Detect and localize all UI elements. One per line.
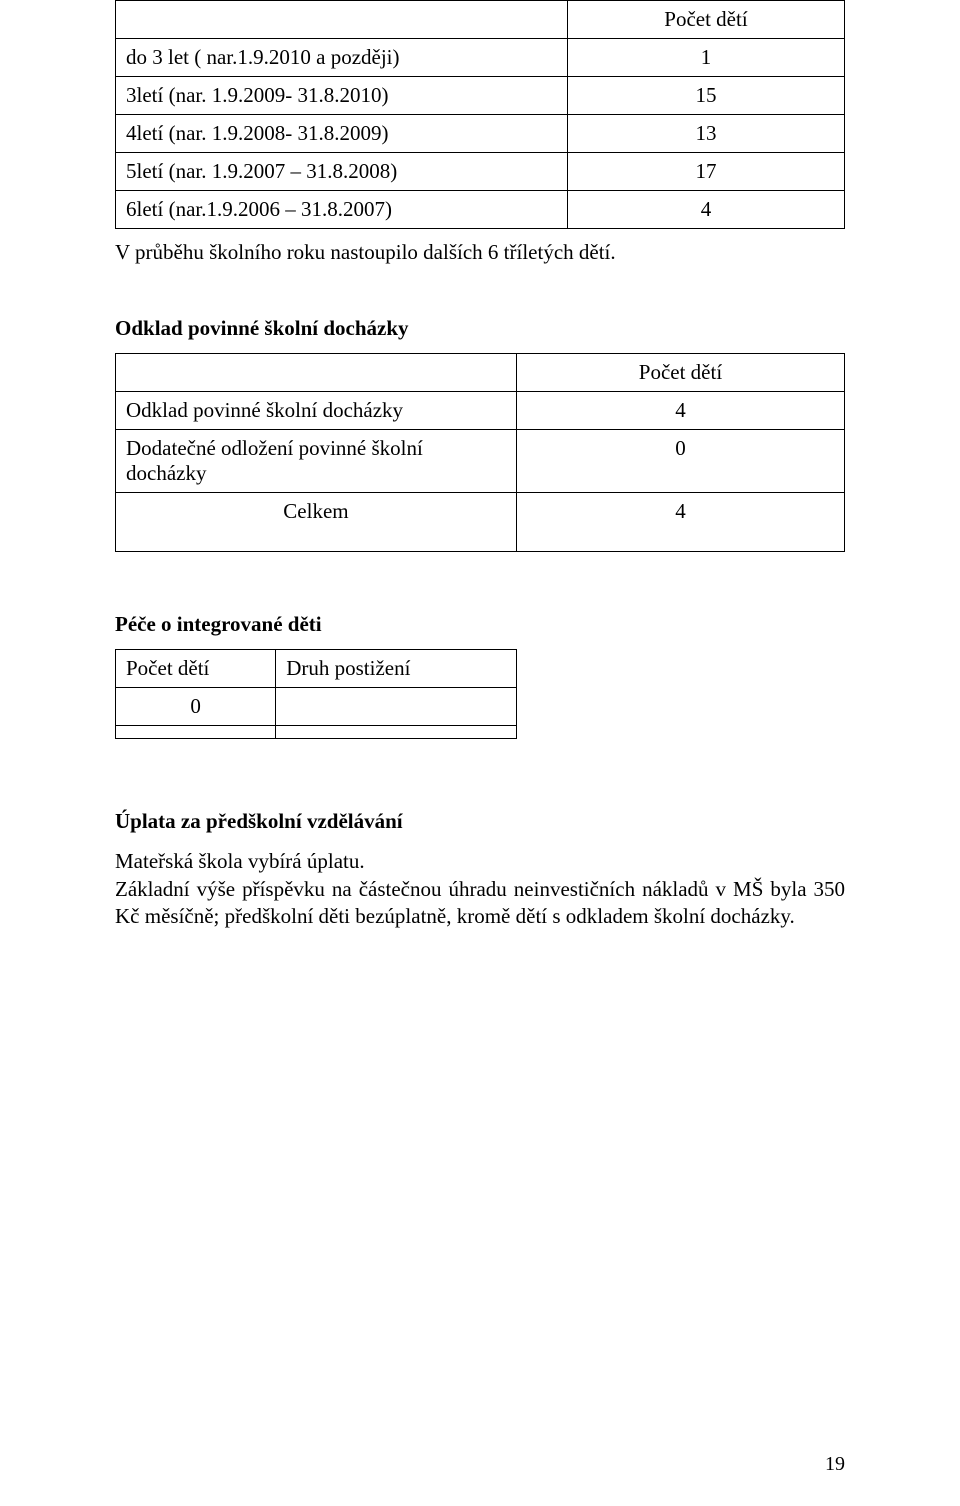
row-label: 4letí (nar. 1.9.2008- 31.8.2009)	[116, 115, 568, 153]
table-row: Odklad povinné školní docházky 4	[116, 392, 845, 430]
table-row: Dodatečné odložení povinné školní docház…	[116, 430, 845, 493]
fee-line-2: Základní výše příspěvku na částečnou úhr…	[115, 876, 845, 931]
row-label: 6letí (nar.1.9.2006 – 31.8.2007)	[116, 191, 568, 229]
table-total-row: Celkem 4	[116, 493, 845, 552]
row-value: 4	[516, 392, 844, 430]
row-label: 3letí (nar. 1.9.2009- 31.8.2010)	[116, 77, 568, 115]
row-value: 15	[567, 77, 844, 115]
row-value: 17	[567, 153, 844, 191]
row-label: 5letí (nar. 1.9.2007 – 31.8.2008)	[116, 153, 568, 191]
table-row: 5letí (nar. 1.9.2007 – 31.8.2008) 17	[116, 153, 845, 191]
row-label: do 3 let ( nar.1.9.2010 a později)	[116, 39, 568, 77]
row-count	[116, 726, 276, 739]
table-row: 4letí (nar. 1.9.2008- 31.8.2009) 13	[116, 115, 845, 153]
page-number: 19	[825, 1453, 845, 1476]
row-count: 0	[116, 688, 276, 726]
row-disability	[276, 688, 516, 726]
row-value: 1	[567, 39, 844, 77]
integrated-children-table: Počet dětí Druh postižení 0	[115, 649, 517, 739]
row-value: 13	[567, 115, 844, 153]
table-row: 6letí (nar.1.9.2006 – 31.8.2007) 4	[116, 191, 845, 229]
table-header-row: Počet dětí	[116, 1, 845, 39]
row-label: Odklad povinné školní docházky	[116, 392, 517, 430]
section-heading-fee: Úplata za předškolní vzdělávání	[115, 809, 845, 834]
table-row: 0	[116, 688, 517, 726]
table-row: 3letí (nar. 1.9.2009- 31.8.2010) 15	[116, 77, 845, 115]
table-row	[116, 726, 517, 739]
section-heading-odklad: Odklad povinné školní docházky	[115, 316, 845, 341]
fee-line-1: Mateřská škola vybírá úplatu.	[115, 848, 845, 875]
section-heading-integrated: Péče o integrované děti	[115, 612, 845, 637]
row-disability	[276, 726, 516, 739]
header-empty	[116, 1, 568, 39]
header-empty	[116, 354, 517, 392]
table-header-row: Počet dětí	[116, 354, 845, 392]
total-label: Celkem	[116, 493, 517, 552]
table-header-row: Počet dětí Druh postižení	[116, 650, 517, 688]
table-row: do 3 let ( nar.1.9.2010 a později) 1	[116, 39, 845, 77]
header-count: Počet dětí	[567, 1, 844, 39]
age-distribution-table: Počet dětí do 3 let ( nar.1.9.2010 a poz…	[115, 0, 845, 229]
header-disability: Druh postižení	[276, 650, 516, 688]
row-label: Dodatečné odložení povinné školní docház…	[116, 430, 517, 493]
row-value: 4	[567, 191, 844, 229]
row-value: 0	[516, 430, 844, 493]
note-text: V průběhu školního roku nastoupilo další…	[115, 239, 845, 266]
header-count: Počet dětí	[116, 650, 276, 688]
header-count: Počet dětí	[516, 354, 844, 392]
total-value: 4	[516, 493, 844, 552]
postponement-table: Počet dětí Odklad povinné školní docházk…	[115, 353, 845, 552]
